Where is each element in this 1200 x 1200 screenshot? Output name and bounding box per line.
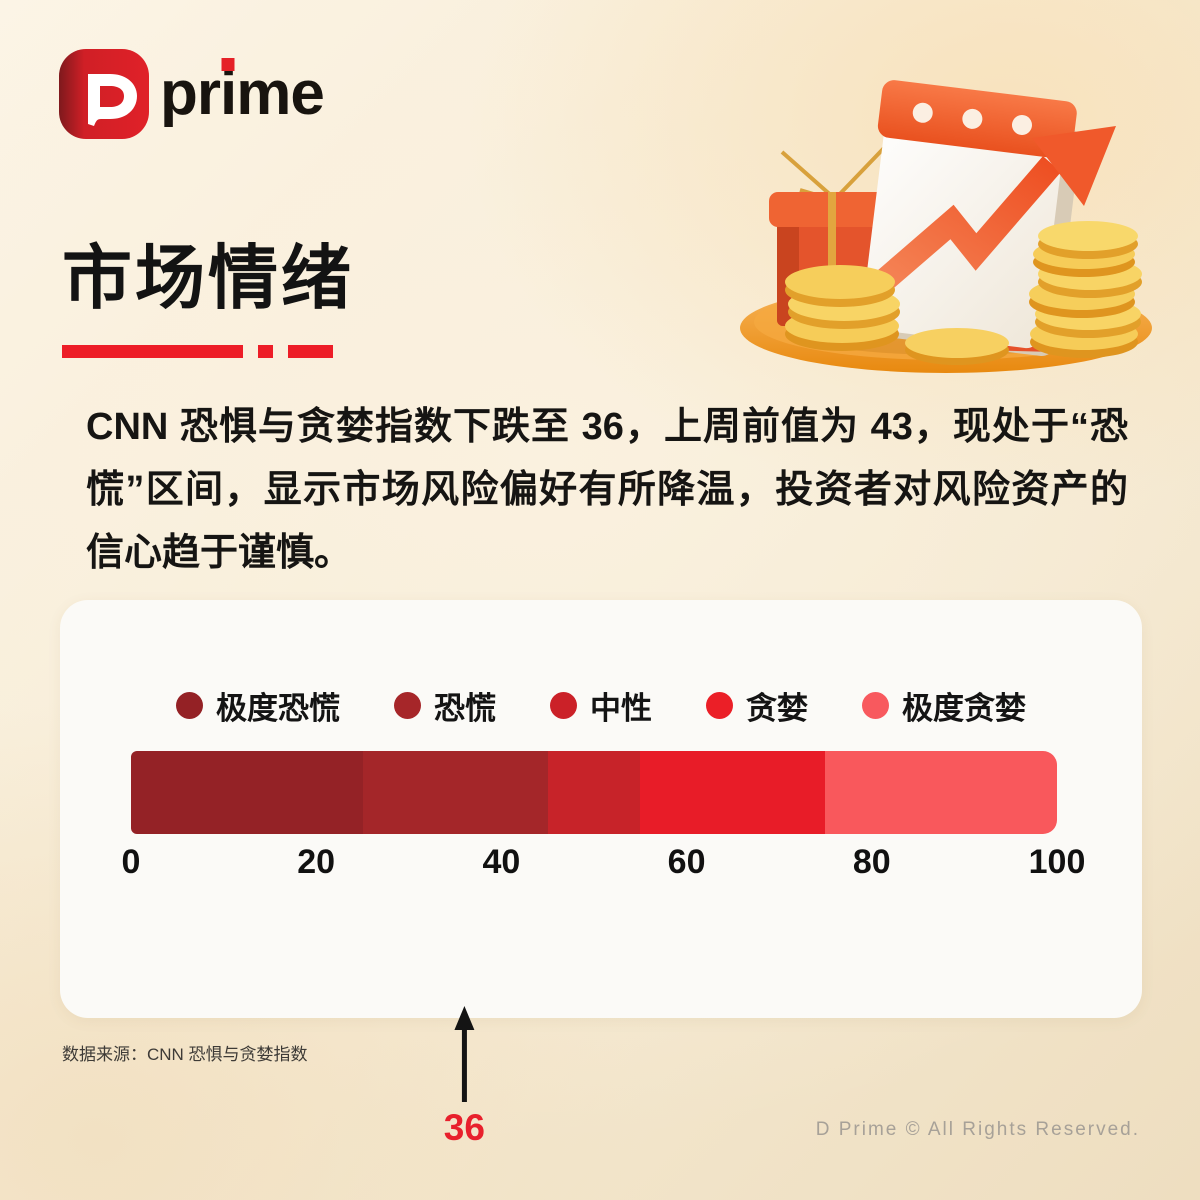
legend-label: 贪婪	[746, 691, 808, 726]
illustration-calendar-coins-3d	[740, 80, 1152, 373]
legend-label: 恐慌	[434, 691, 496, 726]
sentiment-bar	[131, 751, 1057, 834]
sentiment-card: 极度恐慌 恐慌 中性 贪婪 极度贪婪 0 20 40 60 80 100 36	[60, 600, 1142, 1148]
value-marker: 36	[444, 1006, 485, 1149]
axis-tick: 20	[297, 843, 336, 881]
d-logo-icon	[59, 49, 149, 139]
copyright-note: D Prime © All Rights Reserved.	[815, 1119, 1140, 1140]
bar-segment	[131, 751, 363, 834]
bar-segment	[825, 751, 1057, 834]
bar-segment	[640, 751, 826, 834]
legend-dot-icon	[706, 692, 733, 719]
bar-segment	[547, 751, 641, 834]
axis-tick: 100	[1028, 843, 1086, 881]
data-source-note: 数据来源：CNN 恐惧与贪婪指数	[62, 1045, 308, 1064]
current-value-label: 36	[443, 1107, 485, 1148]
legend-item: 恐慌	[394, 683, 496, 728]
legend-dot-icon	[550, 692, 577, 719]
axis-tick: 60	[667, 843, 706, 881]
bar-segment	[362, 751, 548, 834]
legend-item: 极度贪婪	[862, 683, 1026, 728]
axis-tick: 80	[852, 843, 891, 881]
brand-logo: pr i me	[58, 48, 325, 140]
axis-ticks: 0 20 40 60 80 100	[122, 843, 1086, 885]
legend-item: 极度恐慌	[176, 683, 340, 728]
legend-label: 极度贪婪	[902, 691, 1026, 726]
bar-area: 0 20 40 60 80 100 36	[122, 751, 1086, 1148]
axis-tick: 0	[121, 843, 141, 881]
legend-label: 中性	[590, 691, 652, 726]
legend-label: 极度恐慌	[216, 691, 340, 726]
legend-dot-icon	[394, 692, 421, 719]
axis-tick: 40	[482, 843, 521, 881]
legend-dot-icon	[176, 692, 203, 719]
legend-item: 中性	[550, 683, 652, 728]
title-underline	[62, 345, 333, 358]
up-arrow-icon	[454, 1006, 475, 1102]
page-title: 市场情绪	[62, 239, 354, 317]
summary-text: CNN 恐惧与贪婪指数下跌至 36，上周前值为 43，现处于“恐慌”区间，显示市…	[86, 406, 1128, 574]
brand-name: pr i me	[160, 48, 325, 140]
legend-item: 贪婪	[706, 683, 808, 728]
legend-dot-icon	[862, 692, 889, 719]
legend: 极度恐慌 恐慌 中性 贪婪 极度贪婪	[60, 683, 1142, 728]
